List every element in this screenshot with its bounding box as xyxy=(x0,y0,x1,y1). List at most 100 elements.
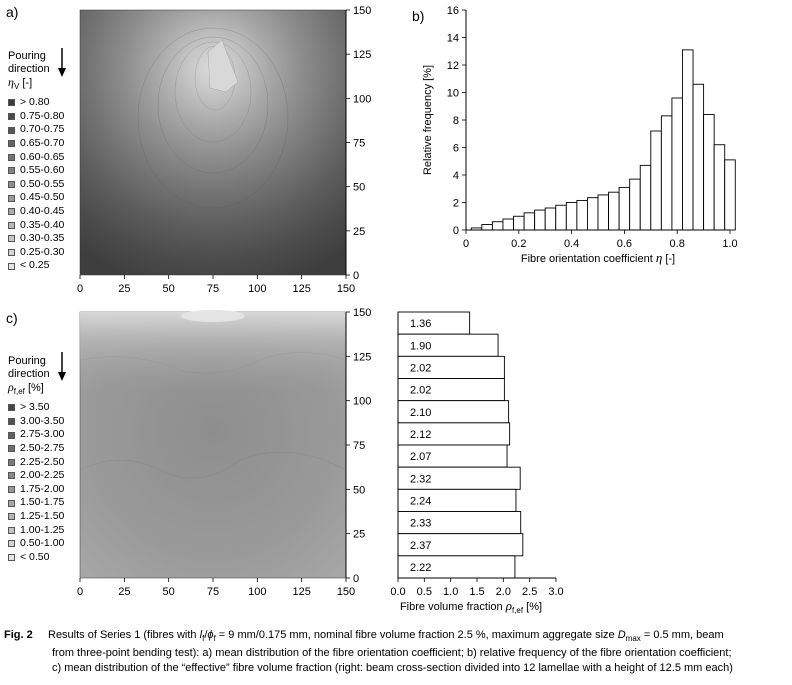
legend-item: 1.25-1.50 xyxy=(8,510,64,524)
legend-label: > 0.80 xyxy=(20,96,50,109)
x-tick-label: 0.2 xyxy=(511,238,526,250)
histogram-bar xyxy=(597,194,610,231)
legend-label: 3.00-3.50 xyxy=(20,414,65,427)
legend-swatch xyxy=(8,554,15,562)
histogram-bar xyxy=(703,114,715,231)
legend-label: > 3.50 xyxy=(20,401,50,414)
legend-swatch xyxy=(8,418,15,426)
histogram-bar xyxy=(608,191,620,231)
legend-a-symbol-line: ηV [-] xyxy=(8,76,64,93)
legend-swatch xyxy=(8,99,15,107)
legend-c-rows: > 3.50 3.00-3.50 2.75-3.00 2.50-2.75 2.25-2.… xyxy=(8,401,64,564)
histogram-bar xyxy=(713,144,726,231)
legend-item: 0.25-0.30 xyxy=(8,246,64,260)
legend-c-unit: [%] xyxy=(24,382,44,394)
histogram-bar xyxy=(555,204,567,231)
caption-line-3: c) mean distribution of the “effective” … xyxy=(52,662,733,675)
histogram-bar xyxy=(513,215,525,231)
y-tick-label: 0 xyxy=(353,270,359,282)
histogram-bar xyxy=(523,212,536,231)
histogram-bar xyxy=(724,159,736,231)
legend-a-symbol: η xyxy=(8,75,14,89)
legend-label: 0.60-0.65 xyxy=(20,150,65,163)
y-tick-label: 125 xyxy=(353,49,371,61)
legend-a-sub: V xyxy=(13,82,20,92)
y-tick-label: 100 xyxy=(353,396,371,408)
y-tick-label: 50 xyxy=(353,484,365,496)
legend-label: 2.50-2.75 xyxy=(20,441,65,454)
panel-b-label: b) xyxy=(412,8,425,24)
x-tick-label: 0 xyxy=(77,586,83,598)
legend-item: 1.00-1.25 xyxy=(8,524,64,538)
y-tick-label: 150 xyxy=(353,5,371,17)
legend-label: < 0.50 xyxy=(20,550,50,563)
legend-item: 1.75-2.00 xyxy=(8,483,64,497)
legend-swatch xyxy=(8,153,15,161)
legend-label: 2.75-3.00 xyxy=(20,428,65,441)
legend-item: 0.50-0.55 xyxy=(8,178,64,192)
histogram-bar xyxy=(660,115,673,231)
legend-label: 0.65-0.70 xyxy=(20,136,65,149)
panel-a-label: a) xyxy=(6,4,19,20)
y-tick-label: 2 xyxy=(453,198,459,210)
heatmap-c-low-zone xyxy=(181,310,245,322)
legend-item: 0.75-0.80 xyxy=(8,110,64,124)
x-tick-label: 0.4 xyxy=(564,238,579,250)
y-tick-label: 12 xyxy=(447,60,459,72)
legend-item: 0.65-0.70 xyxy=(8,137,64,151)
legend-item: 0.60-0.65 xyxy=(8,151,64,165)
legend-item: 2.25-2.50 xyxy=(8,456,64,470)
legend-label: 0.25-0.30 xyxy=(20,245,65,258)
legend-item: 2.00-2.25 xyxy=(8,469,64,483)
legend-c-title-1: Pouring xyxy=(8,355,46,367)
x-tick-label: 1.0 xyxy=(722,238,737,250)
x-axis-label: Fibre volume fraction ρf,ef [%] xyxy=(400,598,542,615)
histogram-bar xyxy=(692,83,705,231)
y-tick-label: 150 xyxy=(353,307,371,319)
lamella-value-label: 2.33 xyxy=(410,518,431,530)
y-tick-label: 6 xyxy=(453,143,459,155)
histogram-bar xyxy=(639,164,652,231)
x-tick-label: 150 xyxy=(337,283,355,295)
legend-c-sub: f,ef xyxy=(13,387,25,397)
y-tick-label: 0 xyxy=(453,225,459,237)
y-tick-label: 75 xyxy=(353,440,365,452)
legend-c-symbol-line: ρf,ef [%] xyxy=(8,381,64,398)
x-tick-label: 0 xyxy=(463,238,469,250)
y-tick-label: 14 xyxy=(447,33,459,45)
legend-swatch xyxy=(8,458,15,466)
histogram-bar xyxy=(502,218,514,231)
legend-label: 0.75-0.80 xyxy=(20,109,65,122)
legend-swatch xyxy=(8,221,15,229)
histogram-bar xyxy=(586,197,599,231)
y-tick-label: 8 xyxy=(453,115,459,127)
histogram-bar xyxy=(491,221,504,231)
legend-c-title-2: direction xyxy=(8,368,50,380)
x-tick-label: 1.0 xyxy=(443,586,458,598)
x-tick-label: 100 xyxy=(248,283,266,295)
x-tick-label: 1.5 xyxy=(469,586,484,598)
legend-label: 2.25-2.50 xyxy=(20,455,65,468)
legend-label: 0.45-0.50 xyxy=(20,191,65,204)
legend-label: 1.00-1.25 xyxy=(20,523,65,536)
y-axis-label: Relative frequency [%] xyxy=(422,65,434,175)
legend-swatch xyxy=(8,472,15,480)
histogram-bar xyxy=(534,209,546,231)
lamella-value-label: 2.10 xyxy=(410,407,431,419)
x-tick-label: 50 xyxy=(163,283,175,295)
legend-swatch xyxy=(8,181,15,189)
lamella-value-label: 2.24 xyxy=(410,495,431,507)
legend-label: 0.55-0.60 xyxy=(20,164,65,177)
y-tick-label: 25 xyxy=(353,226,365,238)
legend-swatch xyxy=(8,431,15,439)
legend-swatch xyxy=(8,167,15,175)
legend-swatch xyxy=(8,249,15,257)
histogram-bar xyxy=(682,49,694,231)
legend-label: 0.35-0.40 xyxy=(20,218,65,231)
y-tick-label: 10 xyxy=(447,88,459,100)
legend-item: 0.40-0.45 xyxy=(8,205,64,219)
histogram-bar xyxy=(576,199,588,231)
y-tick-label: 16 xyxy=(447,5,459,17)
lamella-value-label: 2.22 xyxy=(410,562,431,574)
